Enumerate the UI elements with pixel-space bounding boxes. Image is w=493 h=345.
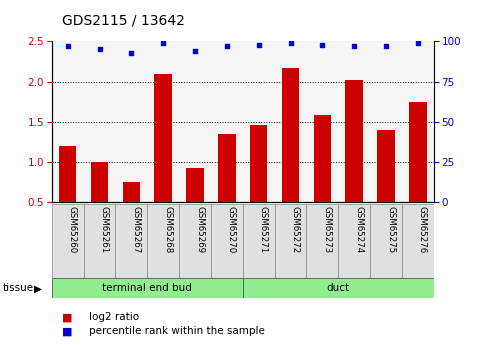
- Text: terminal end bud: terminal end bud: [103, 284, 192, 293]
- Text: ▶: ▶: [34, 284, 41, 293]
- Text: GDS2115 / 13642: GDS2115 / 13642: [62, 14, 184, 28]
- Text: GSM65260: GSM65260: [68, 206, 77, 253]
- Text: GSM65276: GSM65276: [418, 206, 427, 253]
- Bar: [147, 204, 179, 278]
- Text: GSM65270: GSM65270: [227, 206, 236, 253]
- Point: [127, 50, 135, 56]
- Text: ■: ■: [62, 313, 72, 322]
- Bar: [115, 204, 147, 278]
- Bar: [338, 204, 370, 278]
- Bar: [52, 204, 84, 278]
- Point: [318, 42, 326, 47]
- Bar: [314, 115, 331, 242]
- Text: GSM65274: GSM65274: [354, 206, 363, 253]
- Bar: [84, 204, 115, 278]
- Bar: [91, 162, 108, 242]
- Text: GSM65275: GSM65275: [386, 206, 395, 253]
- Point: [351, 43, 358, 49]
- Bar: [250, 125, 268, 242]
- Point: [382, 43, 390, 49]
- Bar: [275, 204, 307, 278]
- Point: [64, 43, 71, 49]
- Point: [159, 40, 167, 46]
- Text: duct: duct: [327, 284, 350, 293]
- Point: [223, 43, 231, 49]
- Text: log2 ratio: log2 ratio: [89, 313, 139, 322]
- Point: [414, 40, 422, 46]
- Text: GSM65271: GSM65271: [259, 206, 268, 253]
- Bar: [409, 101, 426, 242]
- Bar: [211, 204, 243, 278]
- Bar: [243, 204, 275, 278]
- Text: percentile rank within the sample: percentile rank within the sample: [89, 326, 265, 336]
- Bar: [186, 168, 204, 242]
- Text: GSM65268: GSM65268: [163, 206, 172, 253]
- Text: GSM65273: GSM65273: [322, 206, 331, 253]
- Bar: [370, 204, 402, 278]
- Point: [255, 42, 263, 47]
- Point: [286, 40, 294, 46]
- Text: GSM65269: GSM65269: [195, 206, 204, 253]
- Bar: [179, 204, 211, 278]
- Bar: [123, 182, 140, 242]
- Bar: [59, 146, 76, 242]
- Text: GSM65272: GSM65272: [290, 206, 300, 253]
- Bar: [377, 130, 395, 242]
- Text: GSM65267: GSM65267: [131, 206, 141, 253]
- Text: tissue: tissue: [2, 284, 34, 293]
- Bar: [243, 278, 434, 298]
- Bar: [218, 134, 236, 242]
- Point: [96, 47, 104, 52]
- Bar: [402, 204, 434, 278]
- Bar: [307, 204, 338, 278]
- Bar: [346, 80, 363, 242]
- Point: [191, 48, 199, 54]
- Text: ■: ■: [62, 326, 72, 336]
- Bar: [282, 68, 299, 242]
- Text: GSM65261: GSM65261: [100, 206, 108, 253]
- Bar: [154, 74, 172, 242]
- Bar: [52, 278, 243, 298]
